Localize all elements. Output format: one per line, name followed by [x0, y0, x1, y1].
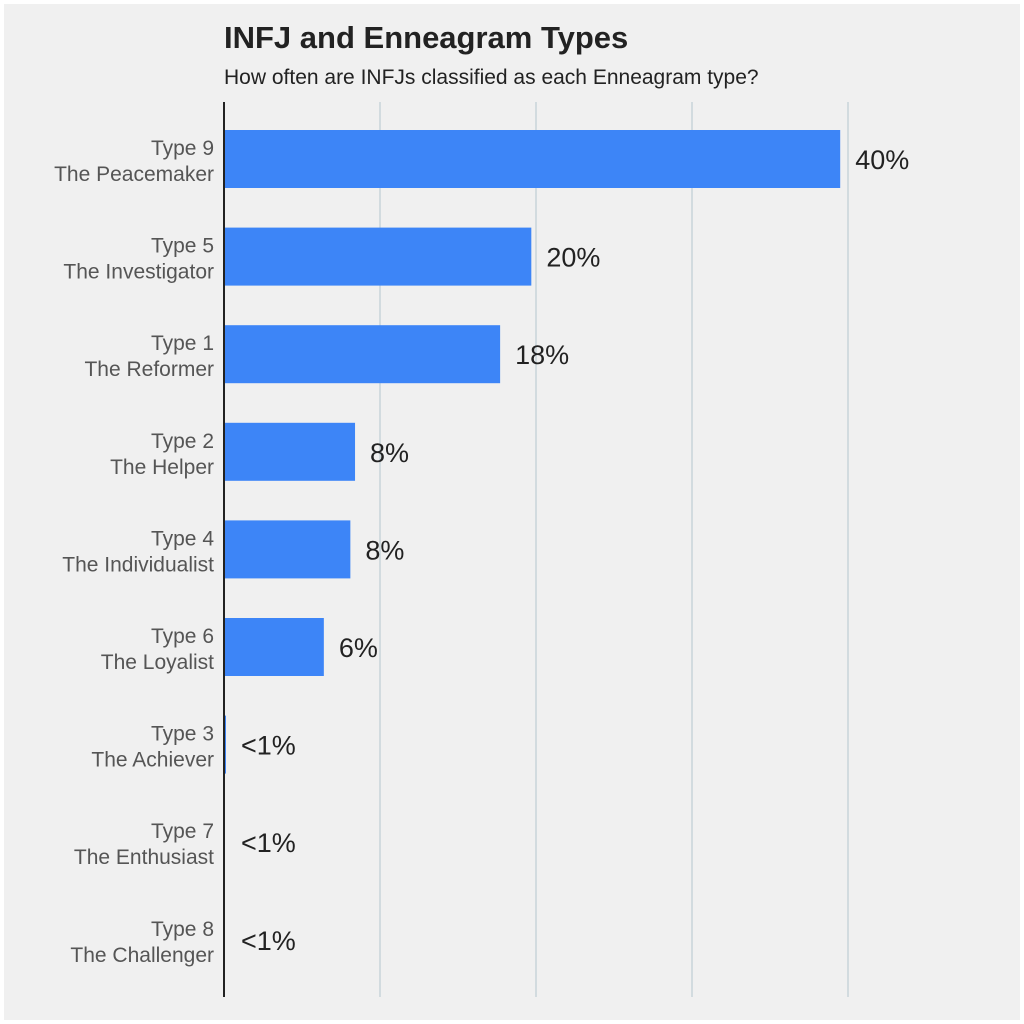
bar	[224, 520, 351, 579]
bars	[224, 130, 841, 774]
category-label: Type 6 The Loyalist	[101, 625, 214, 674]
value-label: 8%	[370, 438, 409, 468]
chart-subtitle: How often are INFJs classified as each E…	[224, 66, 759, 89]
category-label: Type 3 The Achiever	[91, 723, 214, 772]
category-label: Type 5 The Investigator	[63, 235, 214, 284]
category-labels: Type 9 The Peacemaker Type 5 The Investigat…	[54, 137, 214, 967]
category-label: Type 9 The Peacemaker	[54, 137, 214, 186]
value-label: 20%	[546, 243, 600, 273]
chart-title: INFJ and Enneagram Types	[224, 20, 629, 55]
value-label: <1%	[241, 828, 296, 858]
value-labels: 40% 20% 18% 8% 8% 6% <1% <1% <1%	[241, 145, 909, 956]
category-label: Type 4 The Individualist	[62, 527, 214, 576]
bar	[224, 325, 501, 384]
category-label: Type 2 The Helper	[110, 430, 214, 479]
bar	[224, 227, 532, 286]
value-label: <1%	[241, 731, 296, 761]
value-label: <1%	[241, 926, 296, 956]
value-label: 18%	[515, 340, 569, 370]
value-label: 40%	[855, 145, 909, 175]
category-label: Type 7 The Enthusiast	[74, 820, 214, 869]
bar	[224, 130, 841, 188]
bar	[224, 618, 324, 676]
category-label: Type 8 The Challenger	[70, 918, 214, 967]
category-label: Type 1 The Reformer	[84, 332, 214, 381]
bar	[224, 422, 356, 481]
value-label: 6%	[339, 633, 378, 663]
value-label: 8%	[365, 535, 404, 565]
